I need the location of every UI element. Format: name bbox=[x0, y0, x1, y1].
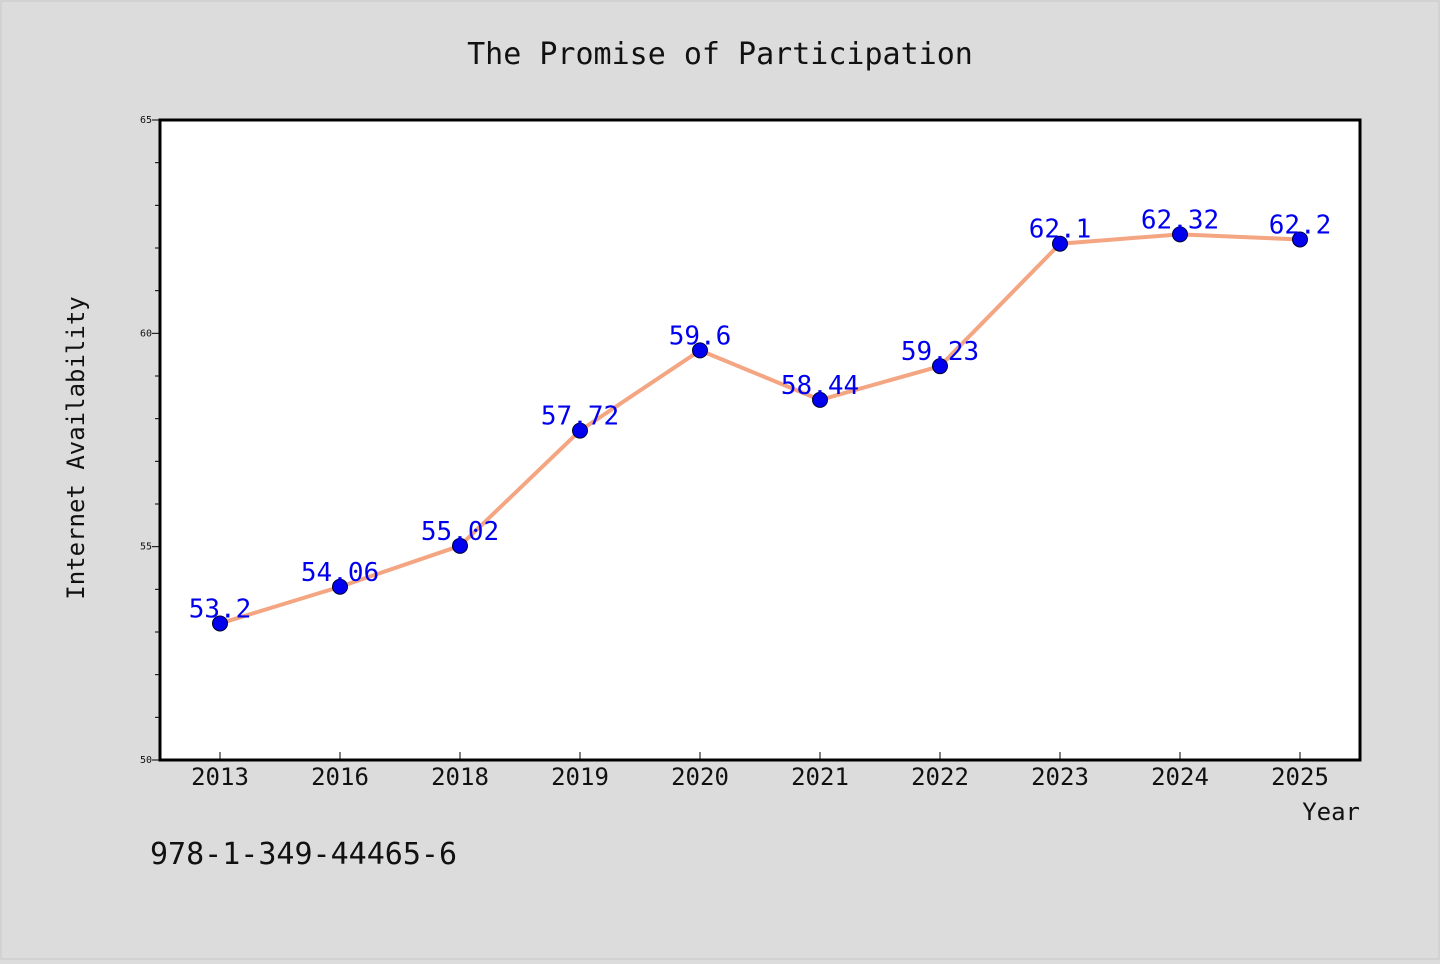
series-line bbox=[218, 232, 1302, 626]
x-tick-label: 2022 bbox=[911, 763, 969, 791]
y-tick-label: 50 bbox=[140, 755, 152, 766]
data-label: 62.32 bbox=[1141, 205, 1219, 235]
data-label: 55.02 bbox=[421, 517, 499, 547]
data-label: 59.6 bbox=[669, 321, 732, 351]
data-point bbox=[812, 391, 828, 408]
data-label: 54.06 bbox=[301, 558, 379, 588]
x-axis: 2013 2016 2018 2019 2020 2021 2022 2023 2024 2025 bbox=[191, 752, 1329, 791]
data-point bbox=[1292, 231, 1308, 248]
x-axis-label: Year bbox=[1302, 798, 1360, 826]
x-tick-label: 2016 bbox=[311, 763, 369, 791]
data-point bbox=[692, 342, 708, 359]
data-point bbox=[212, 615, 228, 632]
data-point bbox=[932, 358, 948, 375]
data-point bbox=[572, 422, 588, 439]
x-tick-label: 2018 bbox=[431, 763, 489, 791]
data-label: 59.23 bbox=[901, 337, 979, 367]
data-point bbox=[1052, 235, 1068, 252]
data-labels: 53.2 54.06 55.02 57.72 59.6 58.44 59.23 62.1 62.… bbox=[189, 205, 1332, 624]
data-point bbox=[332, 578, 348, 595]
x-tick-label: 2021 bbox=[791, 763, 849, 791]
x-tick-label: 2024 bbox=[1151, 763, 1209, 791]
x-tick-label: 2023 bbox=[1031, 763, 1089, 791]
data-label: 62.2 bbox=[1269, 210, 1332, 240]
x-tick-label: 2025 bbox=[1271, 763, 1329, 791]
data-point bbox=[1172, 226, 1188, 243]
y-tick-label: 65 bbox=[140, 115, 152, 126]
data-label: 58.44 bbox=[781, 371, 859, 401]
data-label: 57.72 bbox=[541, 402, 619, 432]
data-point bbox=[452, 537, 468, 554]
y-tick-label: 55 bbox=[140, 542, 152, 553]
chart-title: The Promise of Participation bbox=[467, 37, 973, 72]
x-tick-label: 2019 bbox=[551, 763, 609, 791]
data-label: 62.1 bbox=[1029, 215, 1092, 245]
x-tick-label: 2013 bbox=[191, 763, 249, 791]
isbn-text: 978-1-349-44465-6 bbox=[150, 837, 457, 872]
x-tick-label: 2020 bbox=[671, 763, 729, 791]
plot-frame bbox=[158, 118, 1362, 762]
plot-area bbox=[160, 120, 1360, 760]
y-axis-label: Internet Availability bbox=[62, 296, 90, 599]
y-tick-label: 60 bbox=[140, 328, 152, 339]
data-label: 53.2 bbox=[189, 594, 252, 624]
data-markers bbox=[212, 226, 1308, 632]
